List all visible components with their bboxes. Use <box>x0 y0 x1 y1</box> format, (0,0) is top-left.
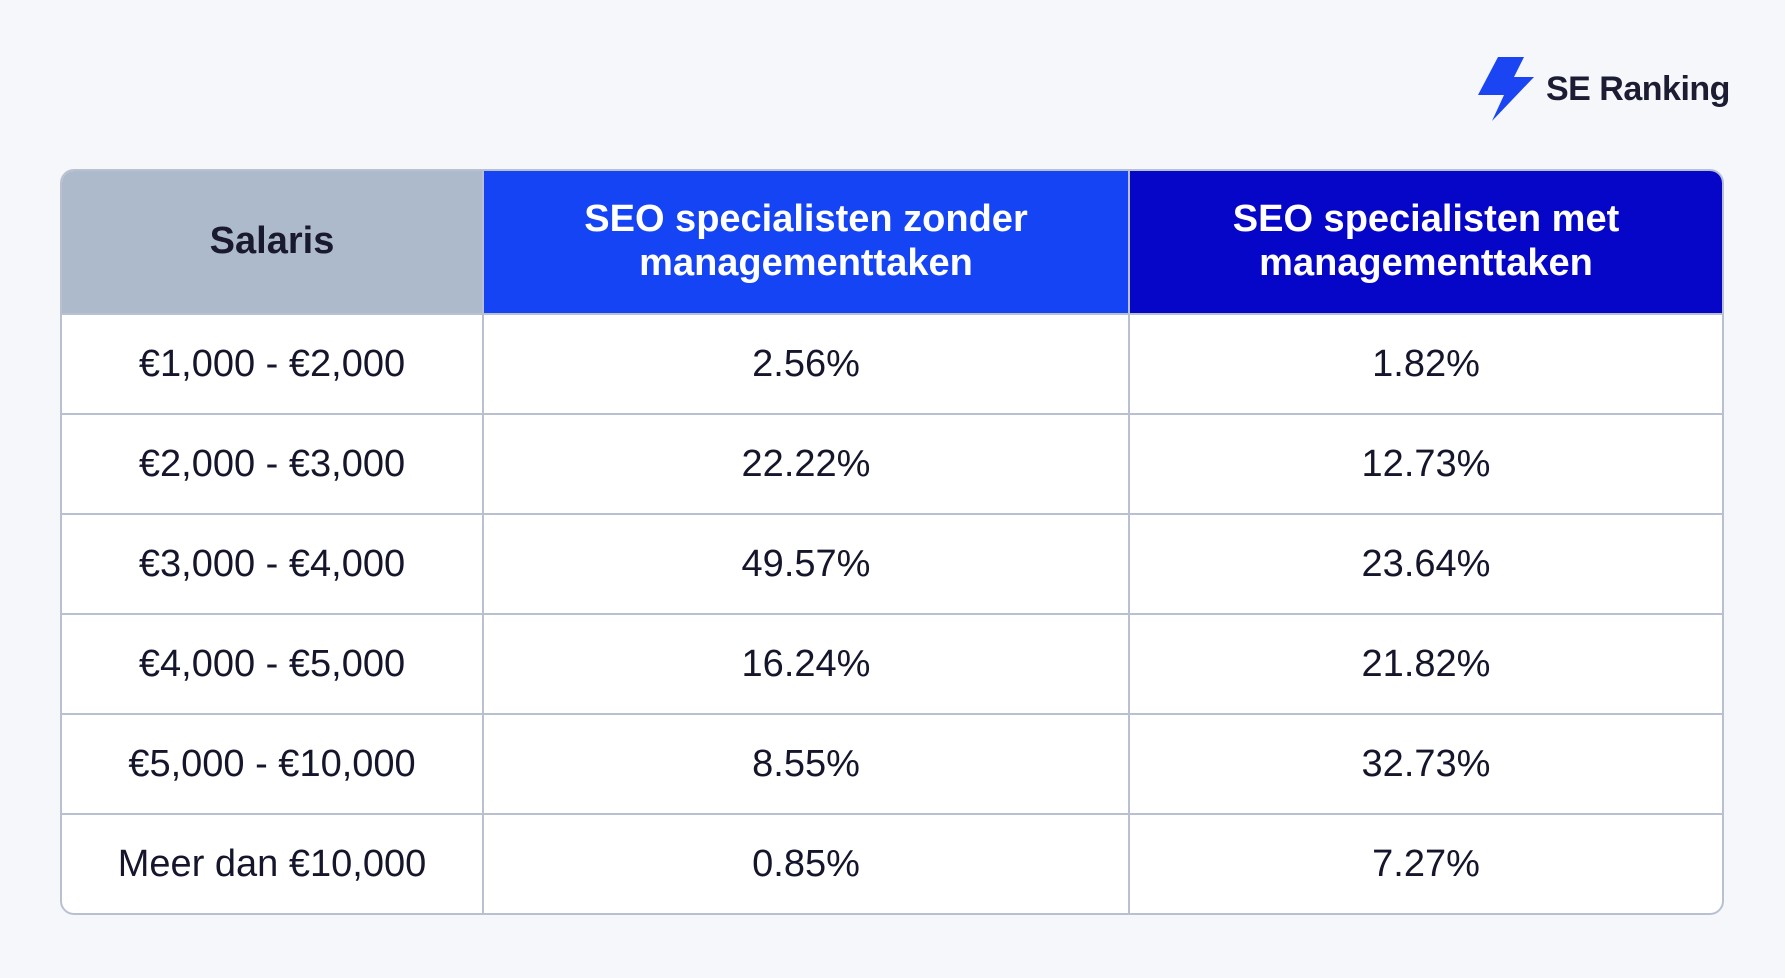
table-row: Meer dan €10,000 0.85% 7.27% <box>62 813 1722 913</box>
table-row: €2,000 - €3,000 22.22% 12.73% <box>62 413 1722 514</box>
salary-range-cell: €1,000 - €2,000 <box>62 313 483 414</box>
salary-range-cell: €5,000 - €10,000 <box>62 713 483 814</box>
header-salaris: Salaris <box>62 171 483 314</box>
met-value-cell: 1.82% <box>1128 313 1722 414</box>
salary-table: Salaris SEO specialisten zonder manageme… <box>60 169 1724 915</box>
zonder-value-cell: 49.57% <box>482 513 1129 614</box>
salary-range-cell: Meer dan €10,000 <box>62 813 483 913</box>
met-value-cell: 23.64% <box>1128 513 1722 614</box>
salary-range-cell: €4,000 - €5,000 <box>62 613 483 714</box>
se-ranking-logo: SE Ranking <box>1478 57 1730 121</box>
header-met-managementtaken: SEO specialisten met managementtaken <box>1128 171 1722 314</box>
table-row: €3,000 - €4,000 49.57% 23.64% <box>62 513 1722 614</box>
met-value-cell: 7.27% <box>1128 813 1722 913</box>
zonder-value-cell: 22.22% <box>482 413 1129 514</box>
table-row: €1,000 - €2,000 2.56% 1.82% <box>62 313 1722 414</box>
zonder-value-cell: 8.55% <box>482 713 1129 814</box>
brand-name: SE Ranking <box>1546 69 1730 108</box>
header-row: Salaris SEO specialisten zonder manageme… <box>62 171 1722 314</box>
salary-range-cell: €2,000 - €3,000 <box>62 413 483 514</box>
table-row: €4,000 - €5,000 16.24% 21.82% <box>62 613 1722 714</box>
met-value-cell: 12.73% <box>1128 413 1722 514</box>
salary-range-cell: €3,000 - €4,000 <box>62 513 483 614</box>
met-value-cell: 21.82% <box>1128 613 1722 714</box>
header-zonder-managementtaken: SEO specialisten zonder managementtaken <box>482 171 1129 314</box>
table-row: €5,000 - €10,000 8.55% 32.73% <box>62 713 1722 814</box>
zonder-value-cell: 2.56% <box>482 313 1129 414</box>
zonder-value-cell: 16.24% <box>482 613 1129 714</box>
zonder-value-cell: 0.85% <box>482 813 1129 913</box>
met-value-cell: 32.73% <box>1128 713 1722 814</box>
lightning-bolt-icon <box>1478 57 1534 121</box>
